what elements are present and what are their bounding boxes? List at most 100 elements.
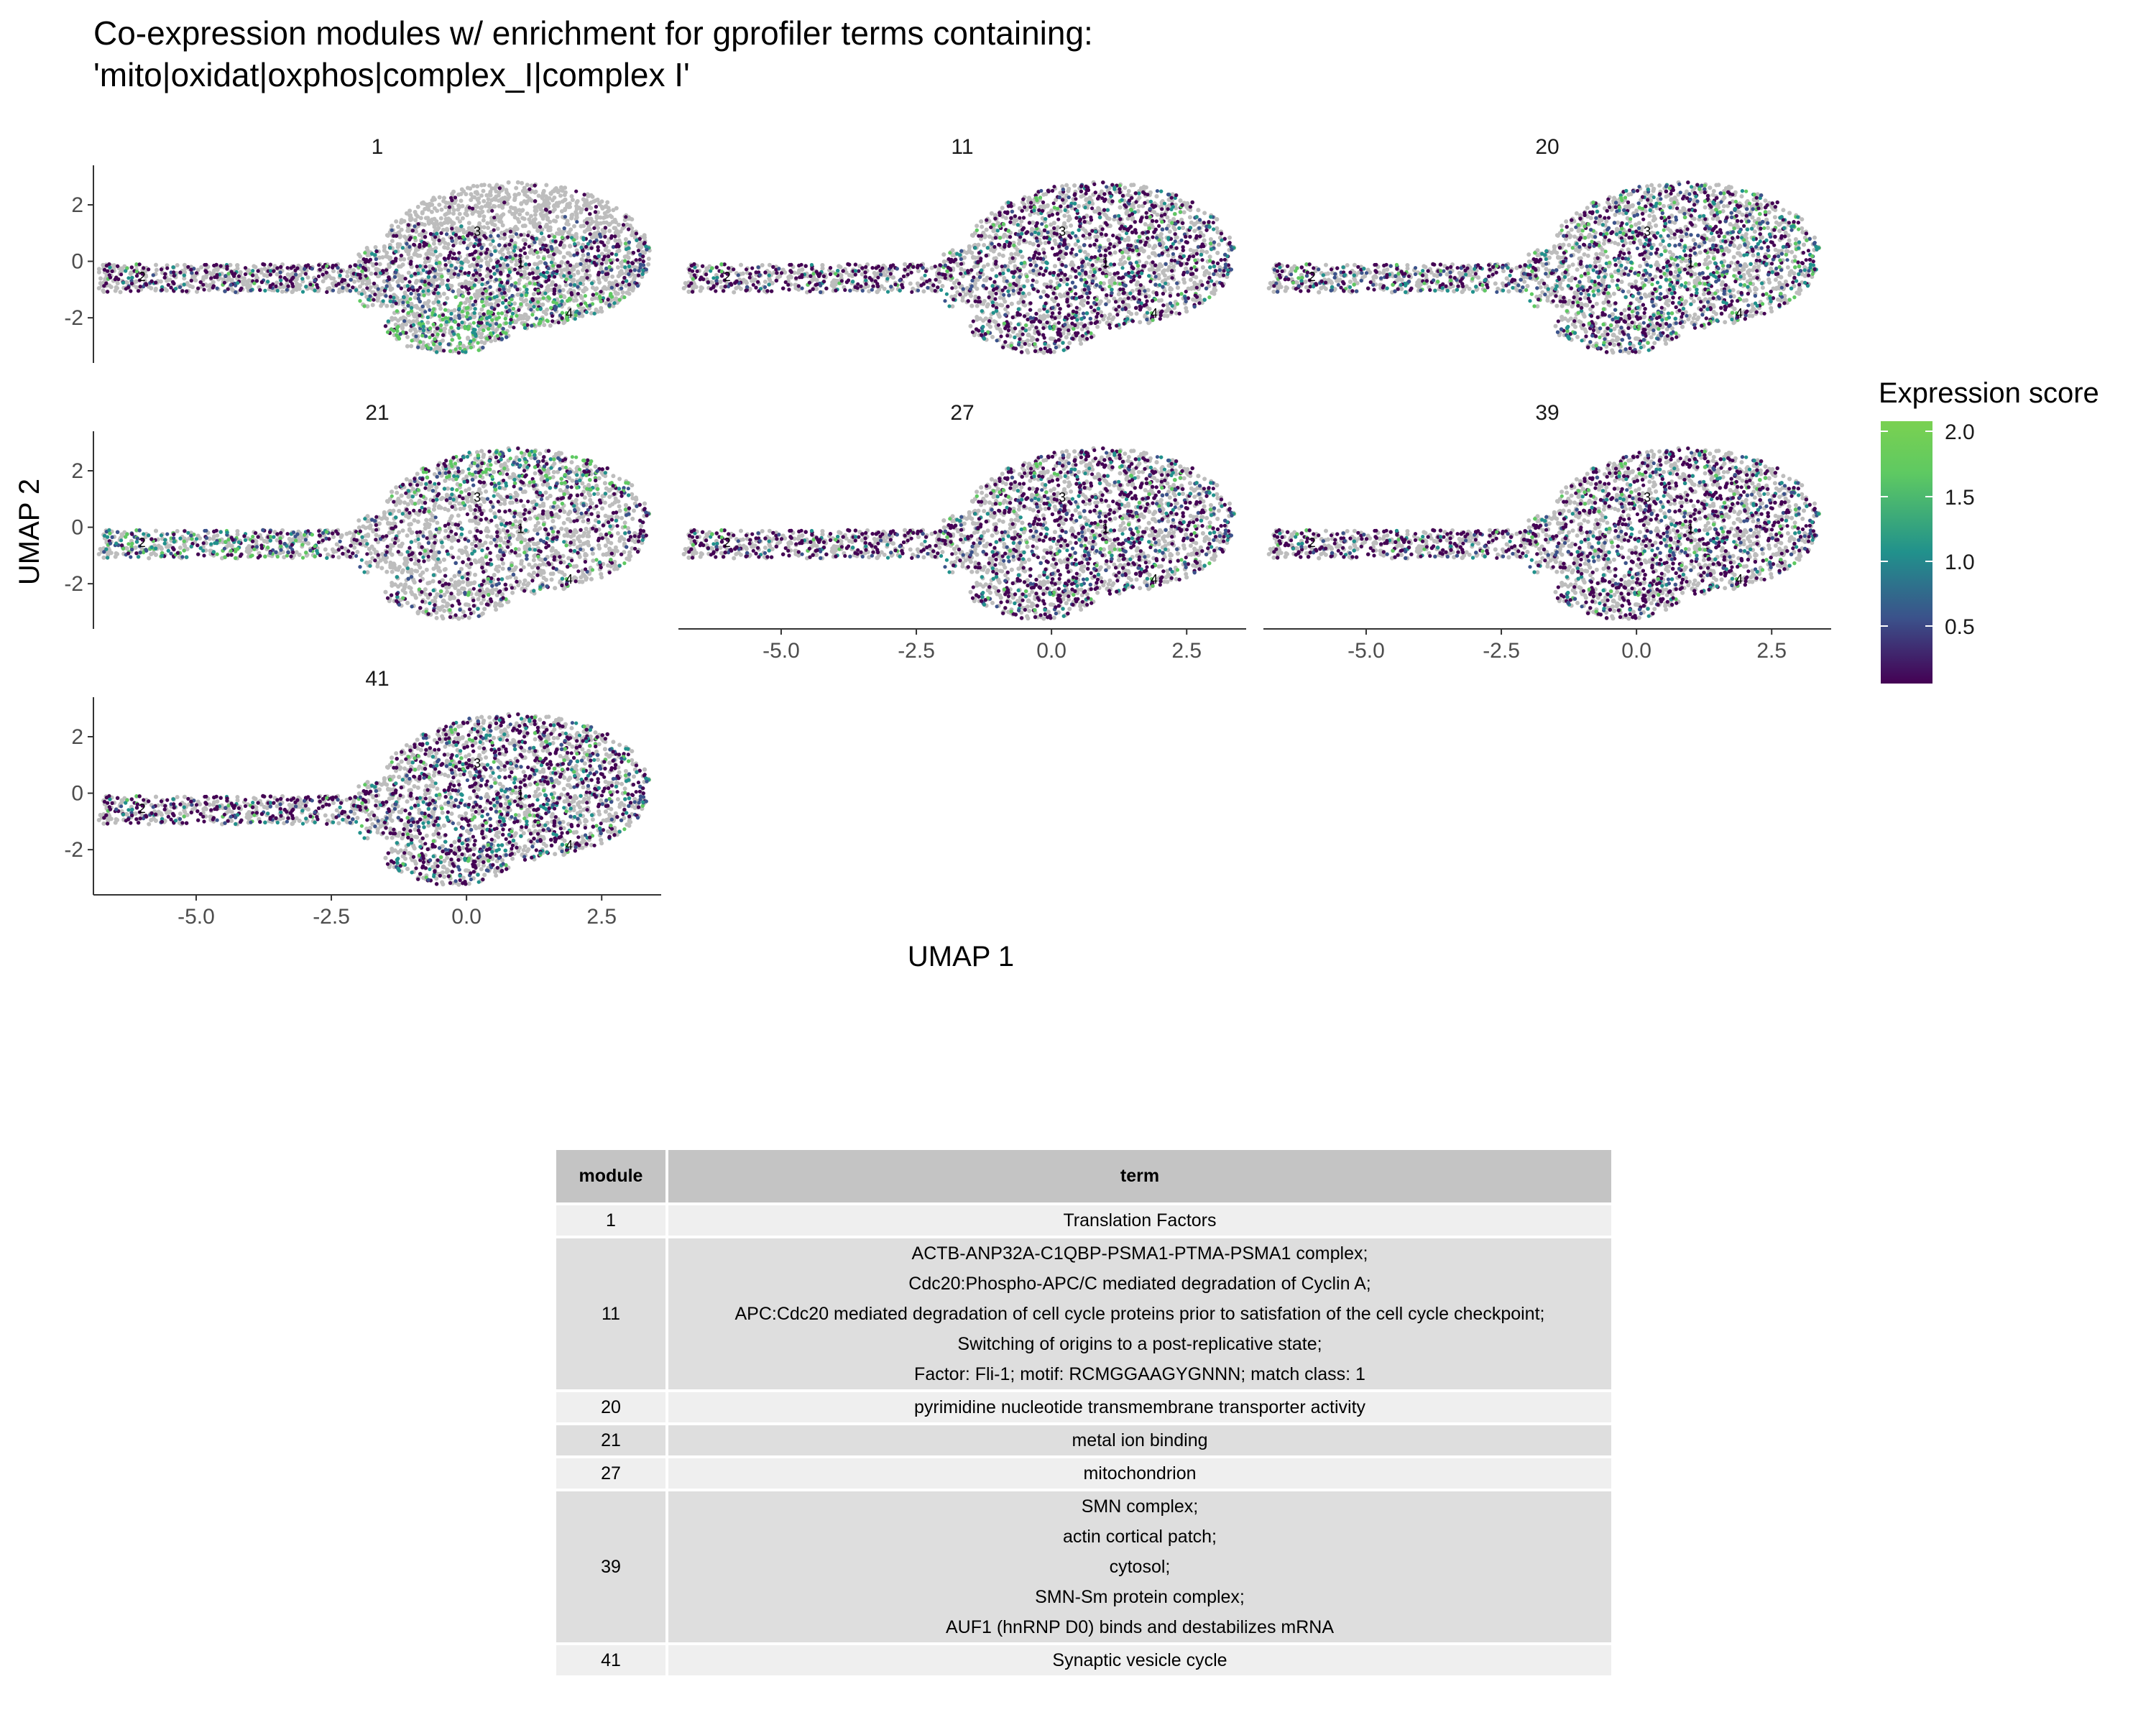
cell-point (235, 263, 240, 267)
cell-point (154, 280, 158, 285)
cell-point (451, 211, 456, 216)
cell-point (622, 254, 627, 259)
cell-point (367, 280, 372, 285)
cell-point (519, 233, 523, 237)
cell-point (521, 238, 526, 242)
cell-point (522, 312, 528, 317)
cell-point (471, 321, 476, 325)
cell-point (479, 307, 484, 312)
cell-point (437, 202, 442, 207)
cell-point (514, 185, 519, 190)
cell-point (496, 303, 500, 308)
cell-point (226, 272, 231, 276)
cell-point (443, 308, 448, 312)
cell-point (605, 200, 610, 205)
cell-point (407, 280, 412, 284)
cell-point (625, 222, 630, 227)
cell-point (609, 285, 614, 290)
cell-point (339, 269, 344, 273)
cell-point (436, 300, 441, 304)
cell-point (102, 284, 106, 288)
cell-point (199, 264, 204, 270)
cell-point (544, 244, 548, 248)
cell-point (1134, 311, 1139, 316)
cell-point (558, 185, 563, 190)
cell-point (446, 278, 450, 282)
cell-point (185, 289, 189, 293)
cell-point (464, 257, 469, 262)
cell-point (609, 292, 613, 296)
cell-point (515, 271, 520, 275)
cell-point (584, 301, 588, 305)
facet-title: 11 (951, 135, 973, 159)
cell-point (348, 264, 352, 269)
cell-point (586, 264, 591, 269)
cell-point (469, 295, 474, 300)
cell-point (372, 298, 376, 302)
cell-point (436, 291, 441, 295)
cell-point (619, 286, 624, 290)
cell-point (416, 345, 420, 349)
cell-point (477, 293, 482, 298)
cell-point (390, 228, 394, 232)
cell-point (431, 241, 436, 246)
cell-point (224, 274, 228, 278)
cell-point (525, 288, 529, 292)
cell-point (642, 241, 647, 245)
cell-point (310, 267, 314, 271)
cell-point (381, 299, 385, 303)
cell-point (551, 264, 556, 268)
cell-point (553, 239, 558, 244)
cell-point (553, 275, 557, 279)
cell-point (596, 254, 601, 258)
cell-point (346, 283, 351, 288)
cell-point (280, 289, 285, 294)
cell-point (599, 305, 604, 310)
cell-point (405, 300, 410, 305)
cell-point (641, 254, 645, 259)
cell-point (374, 267, 379, 272)
cell-point (584, 207, 589, 211)
cell-point (464, 213, 469, 218)
cell-point (360, 269, 364, 273)
cell-point (443, 302, 447, 306)
cell-point (472, 283, 476, 288)
cell-point (484, 336, 489, 341)
cell-point (534, 208, 539, 213)
cell-point (466, 311, 470, 316)
cell-point (522, 185, 527, 190)
cell-point (585, 269, 589, 273)
cell-point (499, 311, 505, 316)
cell-point (212, 268, 217, 273)
cell-point (619, 269, 624, 274)
cell-point (552, 252, 556, 257)
cell-point (189, 278, 193, 282)
cell-point (469, 198, 474, 203)
cell-point (398, 234, 403, 238)
cell-point (137, 289, 141, 293)
cell-point (451, 289, 456, 293)
cell-point (547, 275, 551, 279)
cell-point (147, 267, 151, 272)
cell-point (494, 277, 499, 282)
cell-point (622, 295, 627, 300)
cell-point (625, 279, 629, 283)
cell-point (542, 274, 546, 278)
cell-point (553, 218, 558, 224)
cell-point (414, 334, 418, 339)
cell-point (531, 218, 536, 223)
cell-point (376, 287, 380, 291)
figure-title-line-1: Co-expression modules w/ enrichment for … (93, 14, 1093, 52)
cell-point (601, 257, 606, 262)
cell-point (325, 264, 329, 268)
cell-point (442, 326, 447, 331)
cell-point (482, 312, 486, 316)
cell-point (476, 243, 481, 247)
cell-point (484, 262, 489, 267)
cell-point (229, 277, 234, 282)
cell-point (153, 286, 158, 291)
cell-point (383, 324, 388, 328)
cell-point (426, 288, 430, 293)
cell-point (435, 231, 439, 236)
cell-point (535, 266, 540, 270)
